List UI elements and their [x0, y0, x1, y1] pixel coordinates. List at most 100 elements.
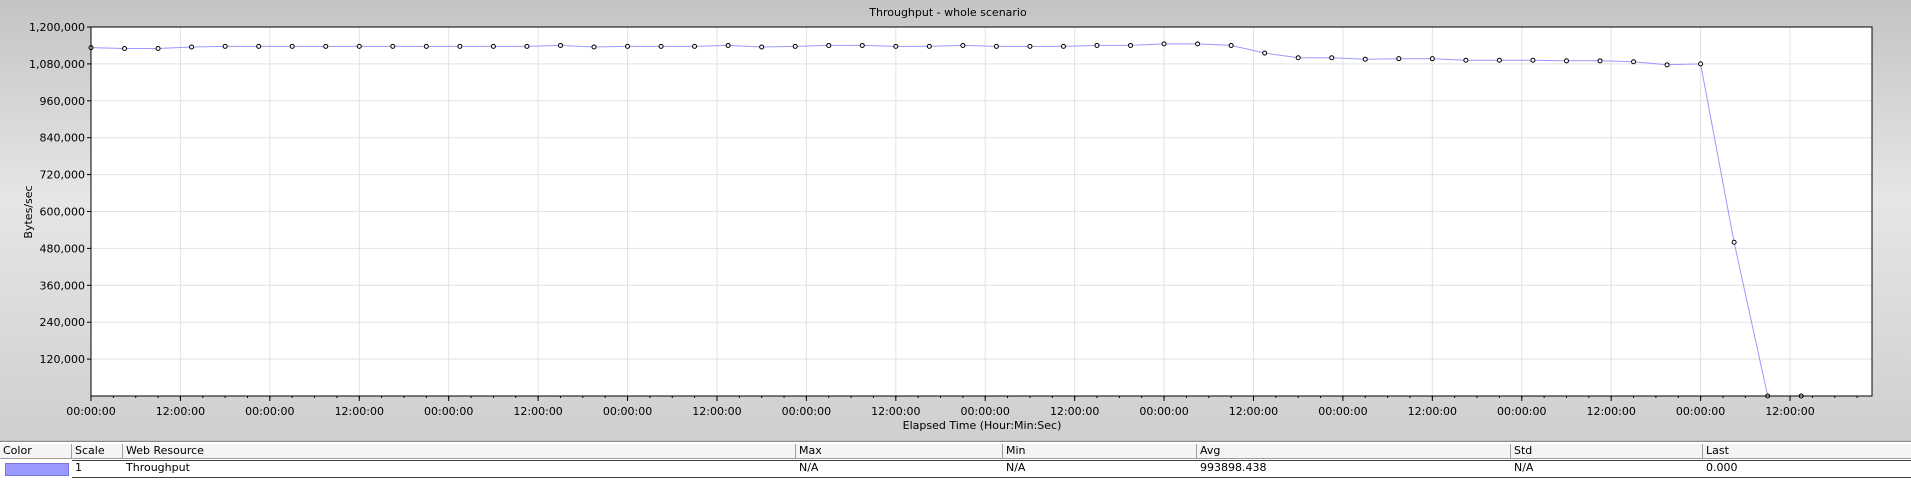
- throughput-data-point[interactable]: [1396, 56, 1402, 62]
- throughput-data-point[interactable]: [1027, 43, 1033, 49]
- throughput-data-point[interactable]: [1731, 239, 1737, 245]
- chart-panel: Throughput - whole scenario 1,200,000 1,0…: [0, 0, 1911, 440]
- legend-scale-value: 1: [75, 461, 82, 474]
- x-tick-label: 12:00:00: [335, 405, 384, 418]
- legend-resource-name: Throughput: [126, 461, 190, 474]
- x-tick-label: 12:00:00: [1765, 405, 1814, 418]
- throughput-data-point[interactable]: [1295, 55, 1301, 61]
- throughput-data-point[interactable]: [1195, 41, 1201, 47]
- x-tick-label: 00:00:00: [961, 405, 1010, 418]
- throughput-data-point[interactable]: [1496, 57, 1502, 63]
- throughput-data-point[interactable]: [222, 43, 228, 49]
- legend-header-avg[interactable]: Avg: [1197, 444, 1511, 459]
- legend-avg-value: 993898.438: [1200, 461, 1267, 474]
- throughput-data-point[interactable]: [289, 43, 295, 49]
- y-tick-label: 1,080,000: [29, 58, 85, 71]
- y-tick-label: 1,200,000: [29, 21, 85, 34]
- legend-min-value: N/A: [1006, 461, 1026, 474]
- y-axis-ticks: 1,200,000 1,080,000 960,000 840,000 720,000 6…: [29, 21, 91, 366]
- throughput-data-point[interactable]: [625, 43, 631, 49]
- throughput-data-point[interactable]: [1329, 55, 1335, 61]
- y-tick-label: 720,000: [40, 169, 86, 182]
- throughput-data-point[interactable]: [1463, 57, 1469, 63]
- throughput-data-point[interactable]: [1362, 56, 1368, 62]
- throughput-data-point[interactable]: [457, 43, 463, 49]
- legend-header-last[interactable]: Last: [1703, 444, 1911, 459]
- throughput-data-point[interactable]: [926, 43, 932, 49]
- x-axis-ticks: 00:00:00 12:00:00 00:00:00 12:00:00 00:00:00…: [66, 396, 1858, 418]
- throughput-data-point[interactable]: [423, 43, 429, 49]
- throughput-data-point[interactable]: [1563, 58, 1569, 64]
- throughput-data-point[interactable]: [1128, 42, 1134, 48]
- legend-max-value: N/A: [799, 461, 819, 474]
- throughput-data-point[interactable]: [1597, 58, 1603, 64]
- x-tick-label: 12:00:00: [1586, 405, 1635, 418]
- series-layer: [88, 41, 1804, 399]
- throughput-data-point[interactable]: [859, 42, 865, 48]
- throughput-data-point[interactable]: [1698, 61, 1704, 67]
- throughput-data-point[interactable]: [759, 44, 765, 50]
- legend-color-swatch[interactable]: [5, 463, 69, 476]
- x-tick-label: 12:00:00: [513, 405, 562, 418]
- throughput-data-point[interactable]: [1228, 42, 1234, 48]
- throughput-data-point[interactable]: [1530, 57, 1536, 63]
- throughput-data-point[interactable]: [658, 43, 664, 49]
- x-tick-label: 00:00:00: [1318, 405, 1367, 418]
- y-tick-label: 960,000: [40, 95, 86, 108]
- legend-header-resource[interactable]: Web Resource: [123, 444, 796, 459]
- throughput-data-point[interactable]: [1060, 43, 1066, 49]
- throughput-data-point[interactable]: [1664, 62, 1670, 68]
- x-tick-label: 00:00:00: [782, 405, 831, 418]
- throughput-data-point[interactable]: [1631, 59, 1637, 65]
- throughput-data-point[interactable]: [524, 43, 530, 49]
- legend-header-std[interactable]: Std: [1511, 444, 1703, 459]
- throughput-data-point[interactable]: [1262, 50, 1268, 56]
- x-tick-label: 00:00:00: [1497, 405, 1546, 418]
- throughput-data-point[interactable]: [826, 42, 832, 48]
- x-tick-label: 12:00:00: [1229, 405, 1278, 418]
- legend-table: Color Scale Web Resource Max Min Avg Std…: [0, 441, 1911, 486]
- x-tick-label: 00:00:00: [66, 405, 115, 418]
- y-tick-label: 360,000: [40, 279, 86, 292]
- x-tick-label: 00:00:00: [245, 405, 294, 418]
- throughput-data-point[interactable]: [692, 43, 698, 49]
- x-tick-label: 12:00:00: [871, 405, 920, 418]
- throughput-data-point[interactable]: [557, 42, 563, 48]
- throughput-data-point[interactable]: [356, 43, 362, 49]
- throughput-data-point[interactable]: [390, 43, 396, 49]
- throughput-data-point[interactable]: [1094, 42, 1100, 48]
- throughput-data-point[interactable]: [725, 42, 731, 48]
- throughput-data-point[interactable]: [155, 46, 161, 52]
- y-tick-label: 840,000: [40, 132, 86, 145]
- throughput-data-point[interactable]: [256, 43, 262, 49]
- chart-title: Throughput - whole scenario: [868, 6, 1027, 19]
- x-tick-label: 12:00:00: [1050, 405, 1099, 418]
- throughput-data-point[interactable]: [893, 43, 899, 49]
- y-tick-label: 480,000: [40, 242, 86, 255]
- legend-header-min[interactable]: Min: [1003, 444, 1197, 459]
- y-tick-label: 120,000: [40, 353, 86, 366]
- throughput-data-point[interactable]: [1161, 41, 1167, 47]
- x-tick-label: 00:00:00: [1676, 405, 1725, 418]
- legend-row-throughput[interactable]: [72, 460, 1911, 478]
- throughput-data-point[interactable]: [591, 44, 597, 50]
- y-tick-label: 240,000: [40, 316, 86, 329]
- x-tick-label: 12:00:00: [1408, 405, 1457, 418]
- throughput-series-line: [90, 43, 1802, 397]
- throughput-data-point[interactable]: [792, 43, 798, 49]
- throughput-data-point[interactable]: [323, 43, 329, 49]
- x-tick-label: 00:00:00: [1139, 405, 1188, 418]
- legend-header-scale[interactable]: Scale: [72, 444, 123, 459]
- x-tick-label: 12:00:00: [156, 405, 205, 418]
- y-axis-label: Bytes/sec: [22, 185, 35, 238]
- throughput-data-point[interactable]: [189, 44, 195, 50]
- throughput-data-point[interactable]: [122, 46, 128, 52]
- throughput-data-point[interactable]: [1429, 56, 1435, 62]
- x-tick-label: 00:00:00: [603, 405, 652, 418]
- throughput-data-point[interactable]: [490, 43, 496, 49]
- throughput-data-point[interactable]: [993, 43, 999, 49]
- throughput-data-point[interactable]: [960, 42, 966, 48]
- legend-last-value: 0.000: [1706, 461, 1738, 474]
- legend-header-color[interactable]: Color: [0, 444, 72, 459]
- legend-header-max[interactable]: Max: [796, 444, 1003, 459]
